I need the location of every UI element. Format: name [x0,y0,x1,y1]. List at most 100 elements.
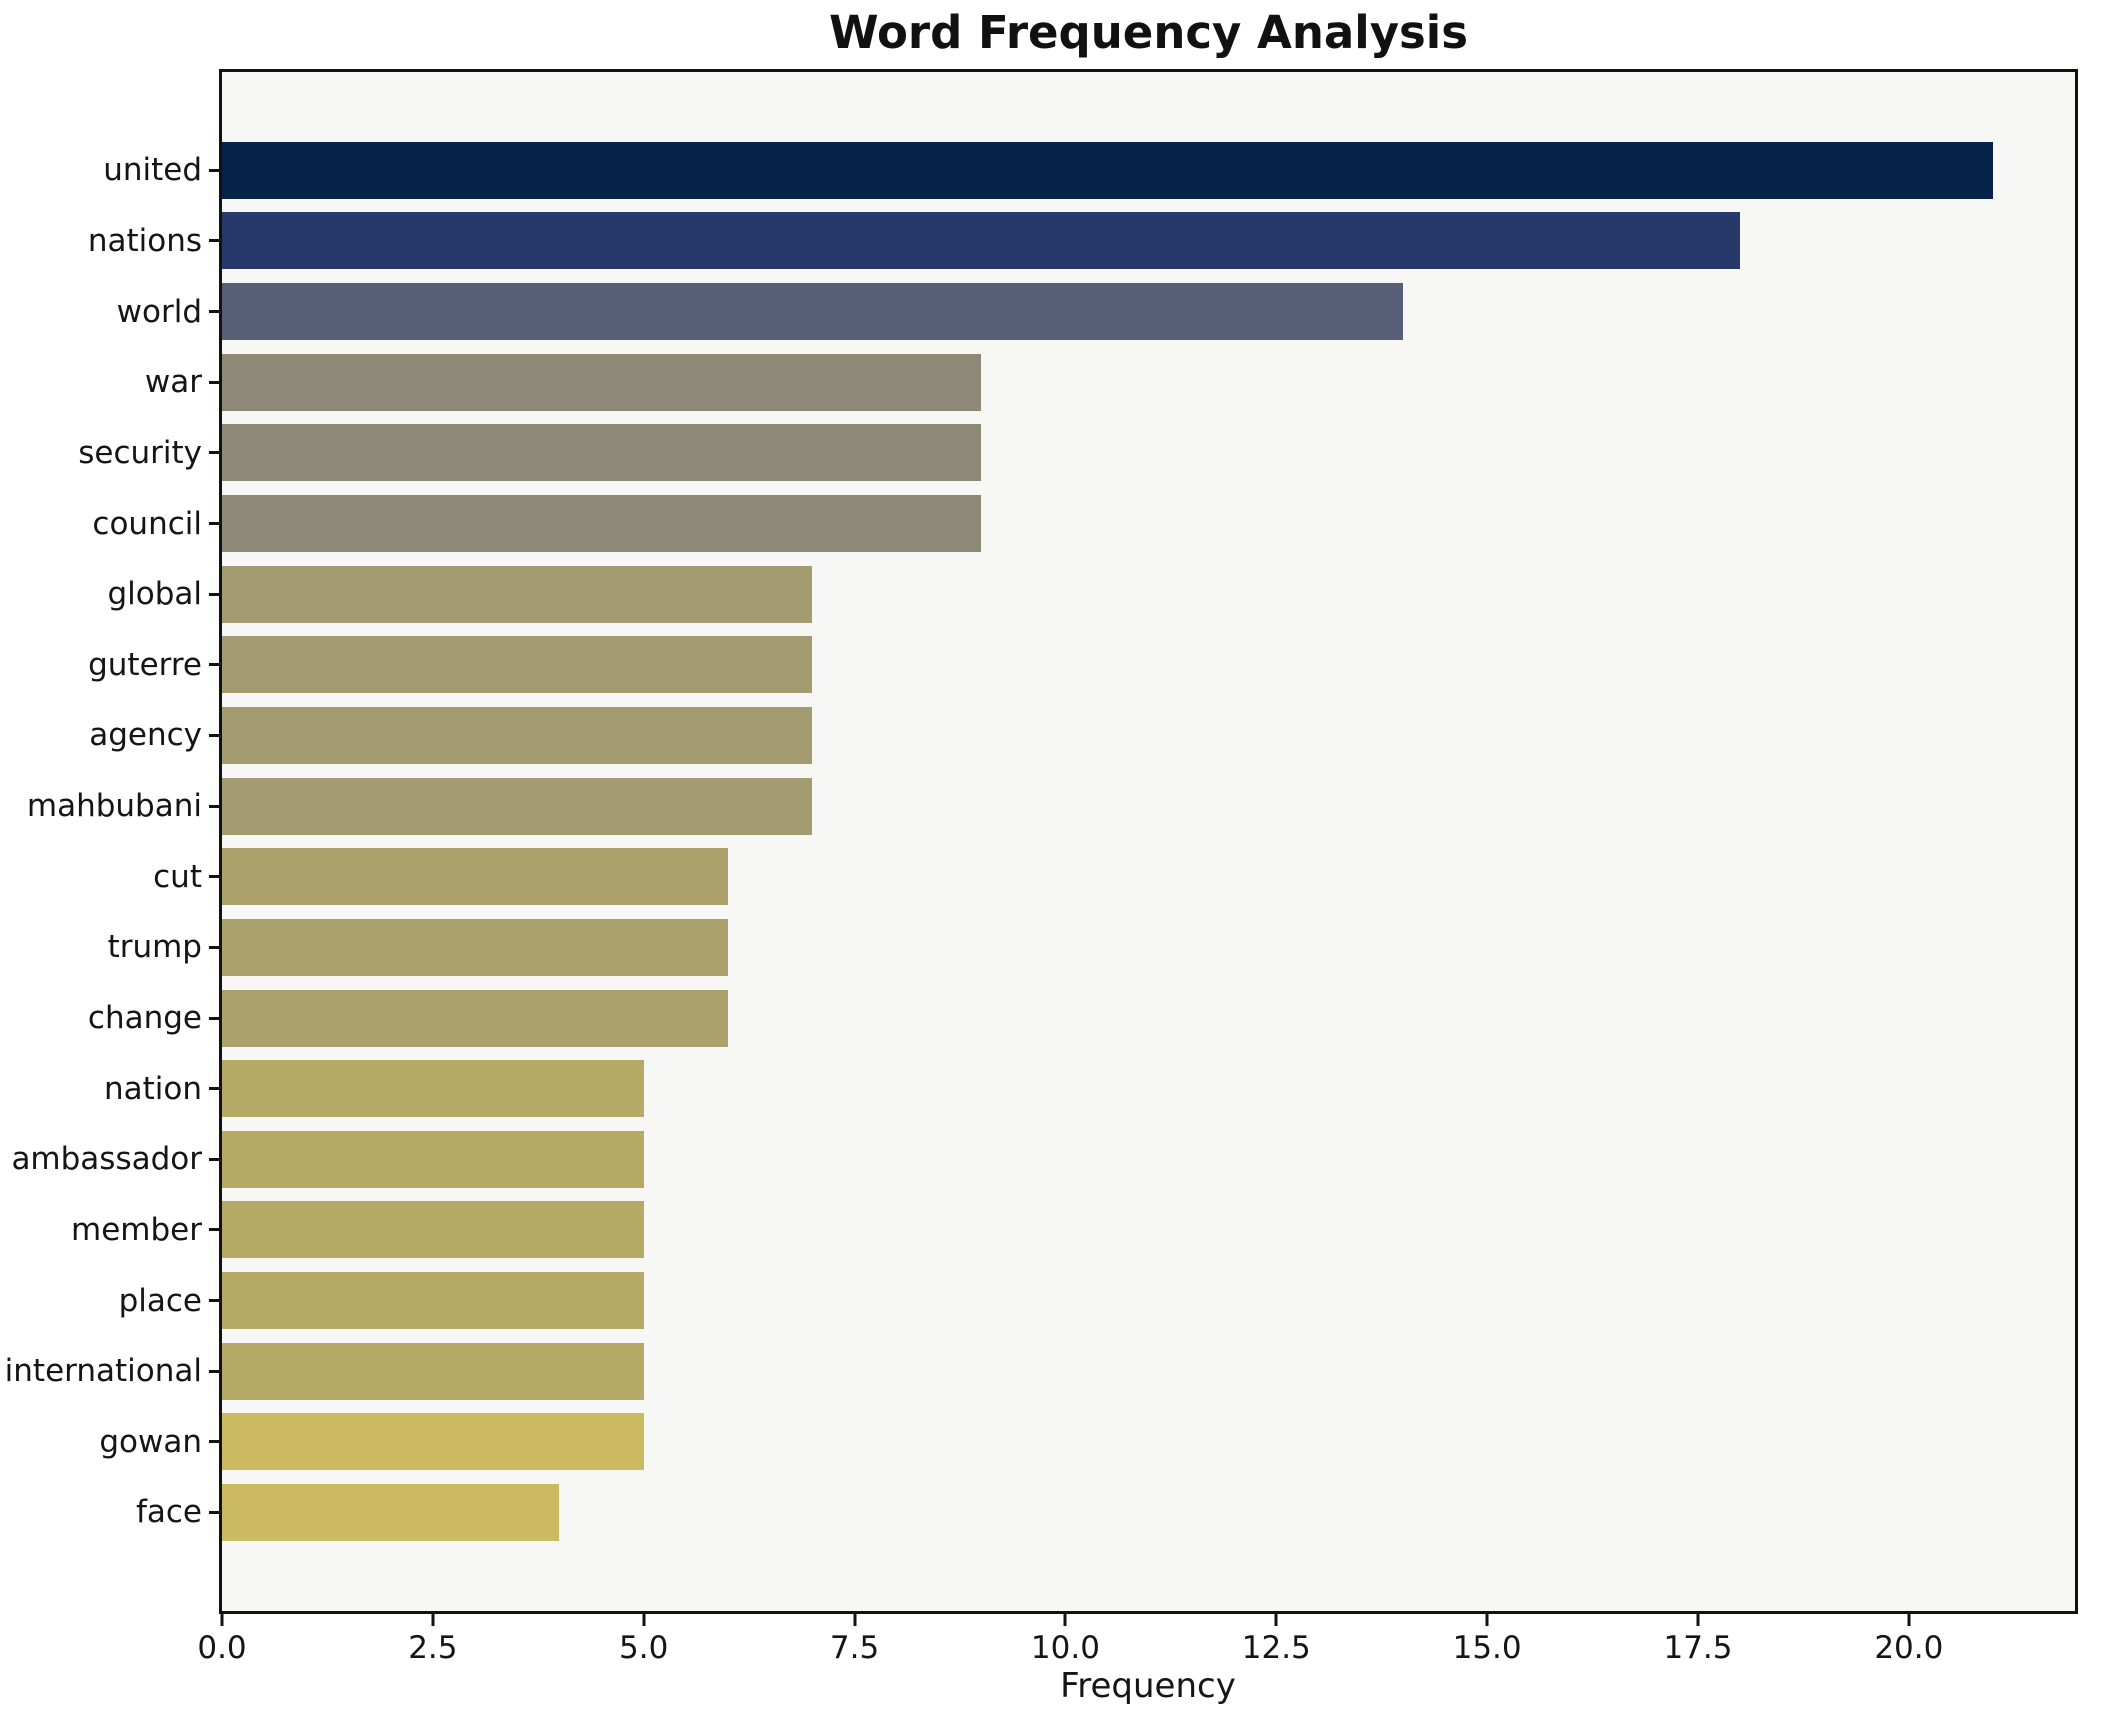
y-tick-label-united: united [103,152,202,189]
bar-row [222,841,2075,912]
x-tick-label: 10.0 [1030,1630,1100,1666]
x-tick-label: 20.0 [1874,1630,1944,1666]
y-tick-label-gowan: gowan [99,1423,202,1460]
y-tick-label-mahbubani: mahbubani [26,788,202,825]
bar-gowan [222,1413,644,1471]
y-tick-label-world: world [116,293,202,330]
bar-nation [222,1060,644,1118]
bar-change [222,989,729,1047]
y-tick-mark [209,1228,219,1232]
y-tick-row: mahbubani [0,771,219,842]
x-tick-label: 17.5 [1663,1630,1733,1666]
y-tick-label-face: face [135,1494,202,1531]
y-tick-mark [209,875,219,879]
bar-row [222,559,2075,630]
y-tick-mark [209,1369,219,1373]
bar-row [222,629,2075,700]
bar-place [222,1272,644,1330]
x-tick-mark [642,1614,646,1626]
y-tick-label-global: global [107,576,202,613]
x-tick-label: 12.5 [1241,1630,1311,1666]
y-tick-label-agency: agency [89,717,202,754]
y-tick-mark [209,1087,219,1091]
bar-trump [222,918,729,976]
bar-war [222,353,982,411]
y-tick-mark [209,1299,219,1303]
bar-international [222,1342,644,1400]
y-tick-label-nation: nation [103,1070,202,1107]
y-tick-row: global [0,559,219,630]
y-tick-row: member [0,1195,219,1266]
x-tick-mark [1485,1614,1489,1626]
y-tick-mark [209,310,219,314]
y-tick-label-ambassador: ambassador [11,1141,202,1178]
y-tick-label-change: change [87,1000,202,1036]
bar-row [222,1407,2075,1478]
plot-area [219,69,2078,1614]
y-tick-mark [209,239,219,243]
y-tick-label-international: international [4,1353,202,1390]
y-tick-row: agency [0,700,219,771]
bar-row [222,488,2075,559]
x-tick-label: 7.5 [829,1630,880,1666]
x-tick-label: 0.0 [197,1630,247,1666]
y-tick-row: council [0,488,219,559]
y-tick-label-council: council [92,505,202,542]
y-tick-row: war [0,347,219,418]
y-tick-row: nations [0,206,219,277]
y-tick-label-war: war [144,364,202,401]
x-tick-label: 5.0 [619,1630,669,1666]
y-tick-row: ambassador [0,1124,219,1195]
bar-cut [222,848,729,906]
y-tick-mark [209,804,219,808]
y-tick-row: security [0,418,219,489]
bar-row [222,700,2075,771]
x-tick-label: 2.5 [408,1630,458,1666]
y-tick-row: place [0,1265,219,1336]
y-tick-row: gowan [0,1407,219,1478]
bars-container [222,72,2075,1611]
bar-member [222,1201,644,1259]
x-tick-label: 15.0 [1452,1630,1522,1666]
x-tick-mark [1063,1614,1067,1626]
chart-title: Word Frequency Analysis [828,6,1469,59]
bar-row [222,135,2075,206]
y-tick-mark [209,1016,219,1020]
y-tick-mark [209,380,219,384]
x-axis-title: Frequency [1060,1666,1236,1706]
x-tick-mark [220,1614,224,1626]
bar-row [222,418,2075,489]
y-tick-label-security: security [78,434,202,471]
bar-agency [222,706,813,764]
bar-row [222,771,2075,842]
y-tick-row: face [0,1477,219,1548]
y-tick-label-member: member [71,1211,202,1248]
bar-row [222,1195,2075,1266]
bar-row [222,1124,2075,1195]
y-tick-label-guterre: guterre [88,646,202,683]
bar-row [222,347,2075,418]
y-tick-mark [209,451,219,455]
y-tick-mark [209,592,219,596]
bar-row [222,1477,2075,1548]
bar-row [222,1265,2075,1336]
bar-row [222,276,2075,347]
y-tick-row: nation [0,1053,219,1124]
bar-world [222,283,1403,341]
y-tick-label-cut: cut [153,858,202,895]
x-tick-mark [853,1614,857,1626]
y-axis-labels: united nations world war security council glob… [0,72,219,1611]
y-tick-label-nations: nations [87,222,202,259]
y-tick-label-place: place [118,1282,202,1319]
bar-row [222,983,2075,1054]
bar-row [222,1053,2075,1124]
x-tick-mark [1907,1614,1911,1626]
bar-row [222,206,2075,277]
y-tick-label-trump: trump [107,929,202,966]
x-axis: 0.0 2.5 5.0 7.5 10.0 12.5 15.0 17.5 20.0 [197,1614,2075,1684]
y-tick-row: change [0,983,219,1054]
y-tick-row: cut [0,841,219,912]
x-tick-mark [431,1614,435,1626]
y-tick-mark [209,1510,219,1514]
